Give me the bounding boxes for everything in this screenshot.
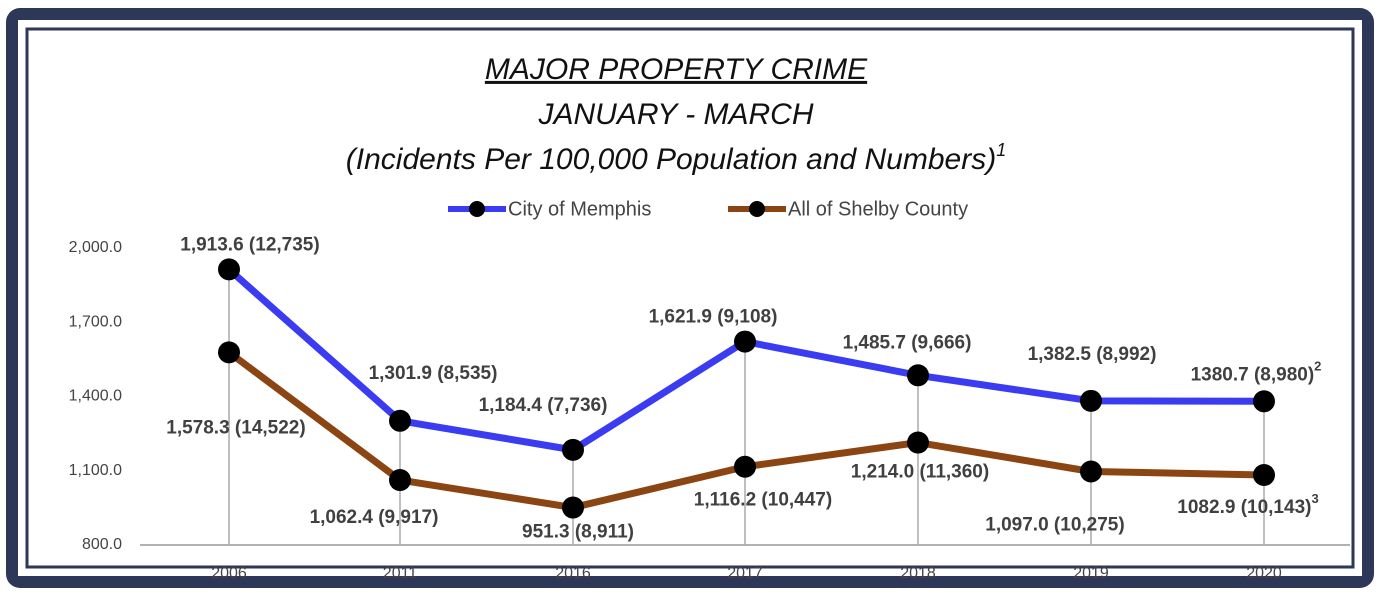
data-label-text: 1,214.0 (11,360) <box>851 462 989 483</box>
data-label-text: 1082.9 (10,143) <box>1177 497 1311 518</box>
marker <box>389 409 411 432</box>
data-label-note: 2 <box>1314 359 1321 374</box>
frame-border <box>25 27 1355 569</box>
data-label-text: 951.3 (8,911) <box>522 522 634 543</box>
data-label: 1,913.6 (12,735) <box>180 234 319 255</box>
marker <box>218 258 240 281</box>
chart-title: MAJOR PROPERTY CRIME <box>485 53 868 86</box>
y-tick-label: 800.0 <box>82 536 122 553</box>
data-label-text: 1,485.7 (9,666) <box>843 332 972 353</box>
legend-item: All of Shelby County <box>728 198 968 220</box>
x-tick-label: 2011 <box>383 565 418 582</box>
marker <box>562 496 584 519</box>
x-tick-label: 2020 <box>1246 565 1282 582</box>
x-tick-label: 2018 <box>900 565 936 582</box>
data-label: 1,184.4 (7,736) <box>479 395 608 416</box>
y-tick-label: 1,400.0 <box>69 388 122 405</box>
data-label: 1,382.5 (8,992) <box>1028 344 1157 365</box>
y-tick-label: 1,700.0 <box>69 313 122 330</box>
data-label: 1,485.7 (9,666) <box>843 332 972 353</box>
data-label: 1,214.0 (11,360) <box>851 462 989 483</box>
chart-subtitle: (Incidents Per 100,000 Population and Nu… <box>346 140 1006 176</box>
data-label: 1,621.9 (9,108) <box>649 307 778 328</box>
marker <box>1253 463 1275 486</box>
legend-marker <box>749 201 765 217</box>
data-label-text: 1,062.4 (9,917) <box>310 507 439 528</box>
legend-item: City of Memphis <box>448 198 651 220</box>
data-label: 1,116.2 (10,447) <box>694 490 832 511</box>
marker <box>1080 460 1102 483</box>
x-tick-label: 2019 <box>1073 565 1109 582</box>
marker <box>389 469 411 492</box>
marker <box>562 438 584 461</box>
data-label-text: 1,382.5 (8,992) <box>1028 344 1157 365</box>
data-label: 1,062.4 (9,917) <box>310 507 439 528</box>
data-label: 951.3 (8,911) <box>522 522 634 543</box>
legend-label: All of Shelby County <box>788 198 968 220</box>
data-label-text: 1,301.9 (8,535) <box>369 363 498 384</box>
marker <box>1253 390 1275 413</box>
legend-label: City of Memphis <box>508 198 651 220</box>
subtitle-text: (Incidents Per 100,000 Population and Nu… <box>346 143 996 176</box>
marker <box>734 330 756 353</box>
y-tick-label: 2,000.0 <box>69 239 122 256</box>
data-label-text: 1,184.4 (7,736) <box>479 395 608 416</box>
marker <box>1080 389 1102 412</box>
marker <box>734 455 756 478</box>
data-label: 1380.7 (8,980)2 <box>1191 359 1322 386</box>
marker <box>907 364 929 387</box>
data-label: 1,301.9 (8,535) <box>369 363 498 384</box>
chart-subtitle: JANUARY - MARCH <box>537 98 813 131</box>
data-label: 1,578.3 (14,522) <box>166 417 305 438</box>
marker <box>907 431 929 454</box>
data-label-text: 1,578.3 (14,522) <box>166 417 305 438</box>
data-label-text: 1,097.0 (10,275) <box>985 515 1124 536</box>
data-label: 1,097.0 (10,275) <box>985 515 1124 536</box>
y-tick-label: 1,100.0 <box>69 462 122 479</box>
marker <box>218 341 240 364</box>
data-label-text: 1,621.9 (9,108) <box>649 307 778 328</box>
x-tick-label: 2017 <box>727 565 763 582</box>
data-label: 1082.9 (10,143)3 <box>1177 491 1318 518</box>
x-tick-label: 2016 <box>555 565 591 582</box>
legend-marker <box>469 201 485 217</box>
data-label-text: 1,913.6 (12,735) <box>180 234 319 255</box>
data-label-note: 3 <box>1311 491 1318 506</box>
data-label-text: 1380.7 (8,980) <box>1191 364 1315 385</box>
title-note: 1 <box>996 140 1006 160</box>
x-tick-label: 2006 <box>211 565 247 582</box>
data-label-text: 1,116.2 (10,447) <box>694 490 832 511</box>
